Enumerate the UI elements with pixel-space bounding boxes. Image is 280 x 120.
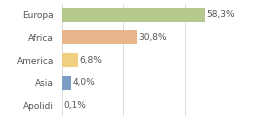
Text: 58,3%: 58,3% [206, 10, 235, 19]
Text: 30,8%: 30,8% [139, 33, 167, 42]
Bar [62, 53, 78, 67]
Bar [62, 30, 137, 44]
Text: 4,0%: 4,0% [73, 78, 95, 87]
Text: 6,8%: 6,8% [80, 55, 102, 65]
Bar [62, 8, 205, 22]
Bar [62, 76, 71, 90]
Text: 0,1%: 0,1% [63, 101, 86, 110]
